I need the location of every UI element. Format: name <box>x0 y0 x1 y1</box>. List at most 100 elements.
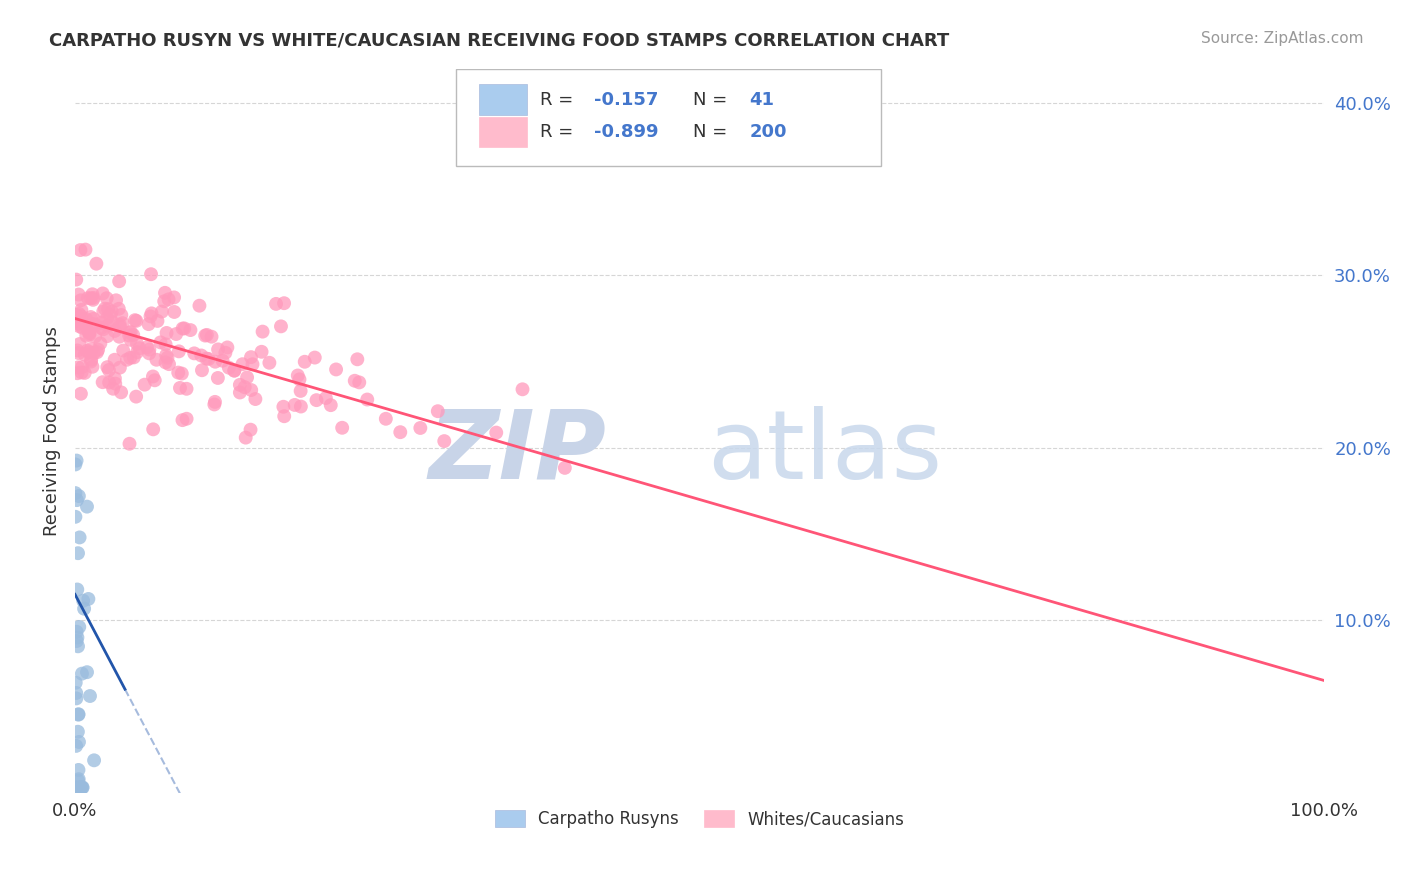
Point <box>72 320 94 334</box>
Point <box>65 509 87 524</box>
Point <box>145 352 167 367</box>
Point <box>67 772 90 787</box>
Point <box>176 382 198 396</box>
Point <box>150 304 173 318</box>
Point <box>82 359 104 374</box>
Point <box>155 337 177 351</box>
Point <box>433 434 456 449</box>
Point <box>65 272 87 286</box>
Point <box>80 310 103 324</box>
Legend: Carpatho Rusyns, Whites/Caucasians: Carpatho Rusyns, Whites/Caucasians <box>488 804 911 835</box>
Point <box>80 352 103 367</box>
Point <box>141 306 163 320</box>
Point <box>214 345 236 359</box>
Point <box>554 461 576 475</box>
Point <box>111 316 134 330</box>
Point <box>104 324 127 338</box>
Point <box>75 243 97 257</box>
Point <box>218 360 240 375</box>
Point <box>190 349 212 363</box>
Text: 41: 41 <box>749 91 775 109</box>
Point <box>67 763 90 777</box>
Point <box>65 314 87 328</box>
Point <box>273 296 295 310</box>
Point <box>67 707 90 722</box>
Point <box>108 274 131 288</box>
Point <box>202 397 225 411</box>
Point <box>91 304 114 318</box>
Point <box>82 293 104 307</box>
Point <box>138 317 160 331</box>
Point <box>73 347 96 361</box>
Point <box>173 321 195 335</box>
Point <box>77 591 100 606</box>
Point <box>77 326 100 340</box>
Point <box>91 375 114 389</box>
Point <box>163 305 186 319</box>
Point <box>146 314 169 328</box>
Point <box>105 293 128 308</box>
Point <box>264 297 287 311</box>
Point <box>250 344 273 359</box>
Point <box>66 366 89 380</box>
Point <box>118 436 141 450</box>
Point <box>66 582 89 597</box>
Point <box>157 357 180 371</box>
Point <box>290 384 312 398</box>
Point <box>217 340 239 354</box>
Point <box>409 421 432 435</box>
Point <box>170 367 193 381</box>
Point <box>75 328 97 343</box>
Point <box>67 773 90 788</box>
Point <box>96 318 118 333</box>
Point <box>66 343 89 358</box>
Point <box>76 665 98 680</box>
Point <box>374 411 396 425</box>
Point <box>157 293 180 307</box>
Point <box>143 373 166 387</box>
Point <box>125 336 148 351</box>
Point <box>229 377 252 392</box>
Point <box>305 393 328 408</box>
Point <box>86 345 108 359</box>
Point <box>118 326 141 340</box>
Point <box>94 301 117 316</box>
Text: -0.157: -0.157 <box>593 91 658 109</box>
Point <box>252 325 274 339</box>
Point <box>229 385 252 400</box>
Point <box>66 631 89 645</box>
Point <box>104 352 127 367</box>
Point <box>240 383 263 397</box>
Point <box>75 320 97 334</box>
Point <box>84 318 107 332</box>
Point <box>70 780 93 795</box>
Point <box>124 313 146 327</box>
Point <box>79 326 101 340</box>
Point <box>239 423 262 437</box>
Point <box>67 620 90 634</box>
Point <box>72 780 94 795</box>
Point <box>84 329 107 343</box>
Point <box>100 304 122 318</box>
Point <box>101 382 124 396</box>
Point <box>139 310 162 324</box>
Point <box>76 500 98 514</box>
Point <box>82 287 104 301</box>
Point <box>125 390 148 404</box>
Text: N =: N = <box>693 91 734 109</box>
Point <box>485 425 508 440</box>
Point <box>72 780 94 795</box>
Point <box>65 486 87 500</box>
Point <box>69 337 91 351</box>
Point <box>163 290 186 304</box>
Point <box>73 366 96 380</box>
Point <box>67 317 90 331</box>
Point <box>138 346 160 360</box>
Point <box>67 780 90 795</box>
Point <box>125 314 148 328</box>
Point <box>72 593 94 607</box>
Point <box>172 413 194 427</box>
Point <box>65 624 87 639</box>
Point <box>108 318 131 332</box>
Point <box>343 374 366 388</box>
